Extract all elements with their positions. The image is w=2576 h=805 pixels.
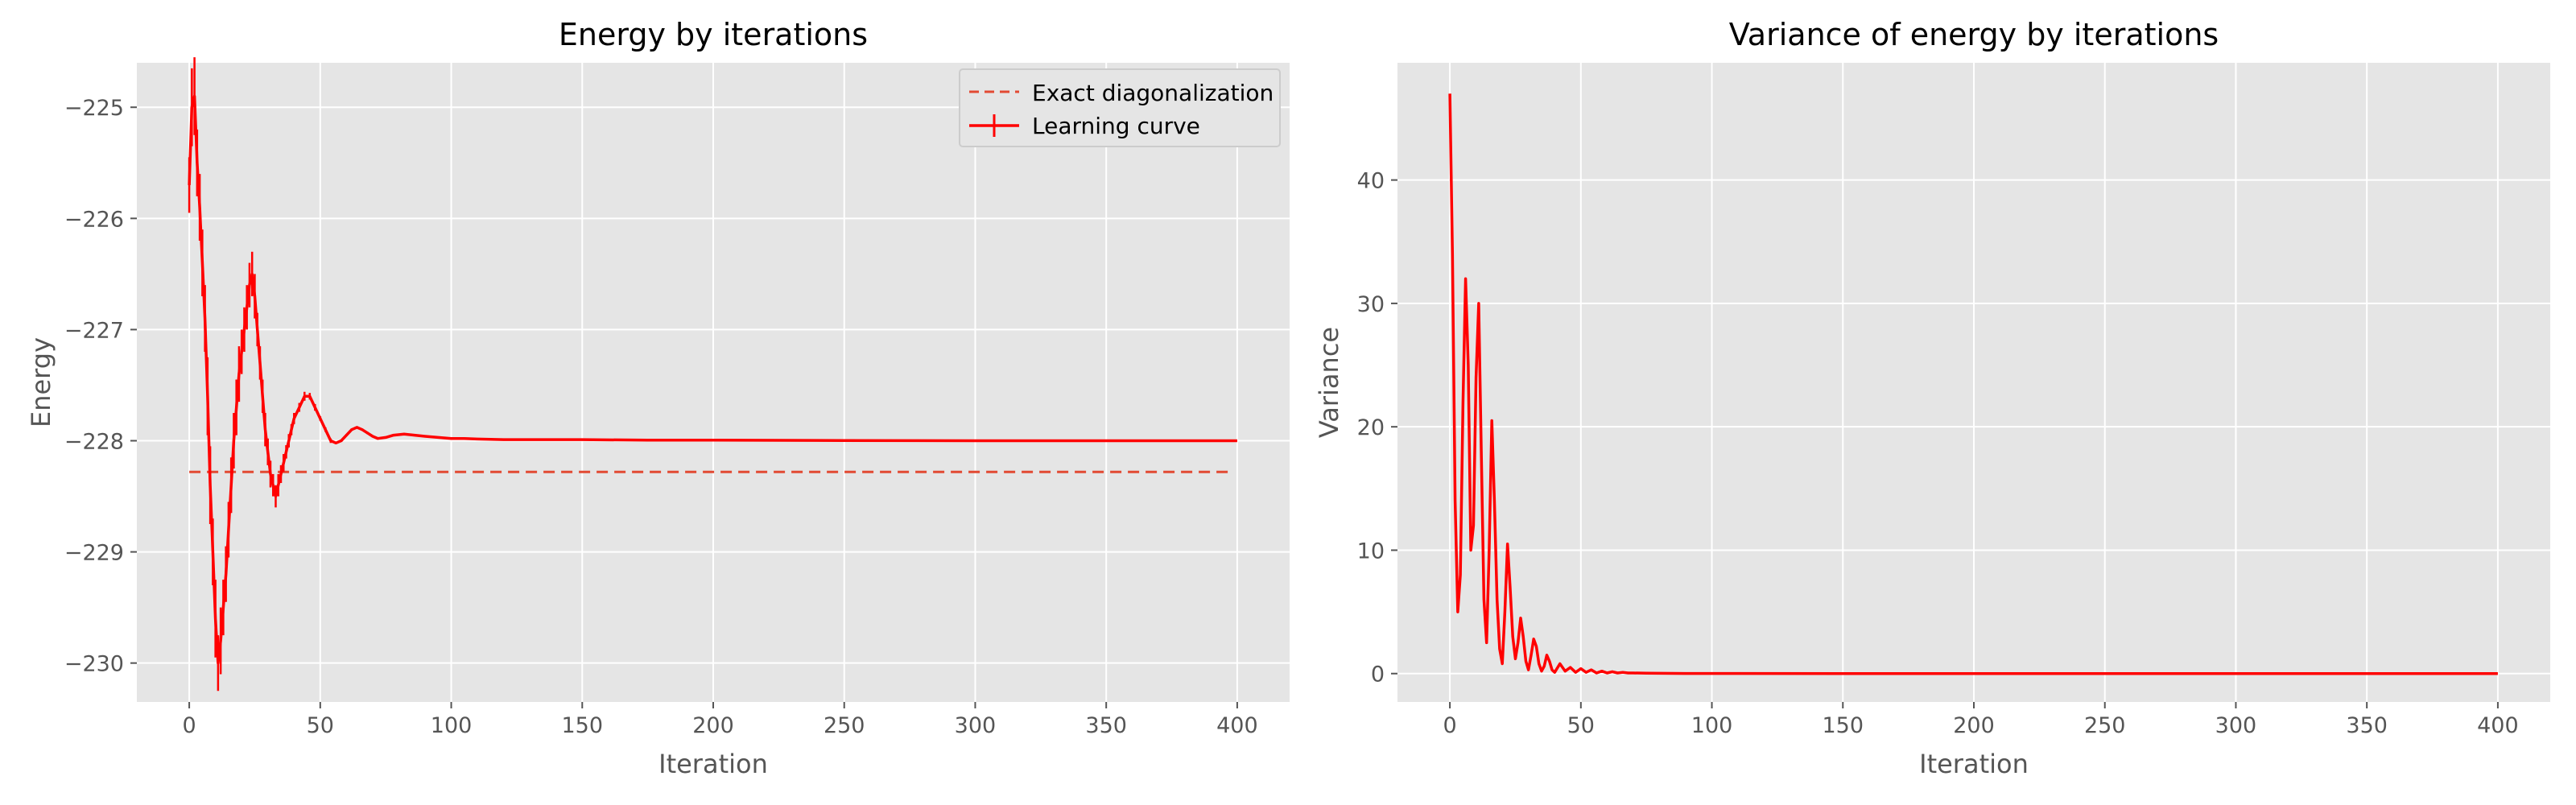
x-tick-label: 400 (2477, 713, 2519, 738)
x-tick-label: 300 (955, 713, 997, 738)
y-tick-label: 20 (1357, 415, 1385, 440)
x-tick-label: 200 (692, 713, 734, 738)
x-tick-label: 250 (2084, 713, 2126, 738)
y-tick-label: −229 (64, 541, 124, 566)
variance-y-axis-label: Variance (1314, 327, 1344, 438)
legend-label-learning-curve: Learning curve (1032, 113, 1200, 139)
x-tick-label: 150 (1822, 713, 1864, 738)
x-tick-label: 150 (561, 713, 603, 738)
x-tick-label: 350 (1085, 713, 1127, 738)
y-tick-label: −228 (64, 429, 124, 454)
x-tick-label: 350 (2346, 713, 2388, 738)
x-tick-label: 250 (824, 713, 865, 738)
x-tick-label: 100 (431, 713, 473, 738)
y-tick-label: −227 (64, 318, 124, 343)
x-tick-label: 0 (1443, 713, 1456, 738)
y-tick-label: 10 (1357, 539, 1385, 564)
variance-chart-panel: 0 50 100 150 200 250 300 350 400 0 10 20 30 40 Varian… (1314, 17, 2550, 779)
x-tick-label: 200 (1953, 713, 1995, 738)
variance-x-axis-label: Iteration (1919, 749, 2029, 779)
energy-y-axis-label: Energy (26, 337, 56, 427)
variance-ticks: 0 50 100 150 200 250 300 350 400 0 10 20 30 40 (1357, 169, 2519, 738)
y-tick-label: 0 (1371, 663, 1385, 687)
legend-label-exact-diagonalization: Exact diagonalization (1032, 80, 1274, 106)
energy-series-group (188, 57, 1237, 691)
x-tick-label: 0 (182, 713, 196, 738)
legend-box (959, 68, 1281, 147)
energy-grid (137, 63, 1290, 702)
variance-series-group (1448, 93, 2498, 675)
y-tick-label: 30 (1357, 292, 1385, 317)
energy-chart-title: Energy by iterations (559, 17, 868, 52)
energy-x-axis-label: Iteration (658, 749, 768, 779)
y-tick-label: −230 (64, 652, 124, 677)
x-tick-label: 400 (1216, 713, 1258, 738)
variance-chart-title: Variance of energy by iterations (1729, 17, 2219, 52)
y-tick-label: 40 (1357, 169, 1385, 194)
x-tick-label: 50 (1567, 713, 1595, 738)
energy-legend: Exact diagonalization Learning curve (959, 68, 1281, 147)
y-tick-label: −225 (64, 96, 124, 121)
variance-line-series (1448, 93, 2498, 675)
energy-chart-panel: 0 50 100 150 200 250 300 350 400 −230 −229 −228 −227… (26, 17, 1290, 779)
x-tick-label: 100 (1691, 713, 1733, 738)
x-tick-label: 300 (2215, 713, 2257, 738)
learning-curve-series (188, 94, 1237, 665)
x-tick-label: 50 (307, 713, 334, 738)
y-tick-label: −226 (64, 207, 124, 232)
energy-ticks: 0 50 100 150 200 250 300 350 400 −230 −229 −228 −227… (64, 96, 1258, 738)
